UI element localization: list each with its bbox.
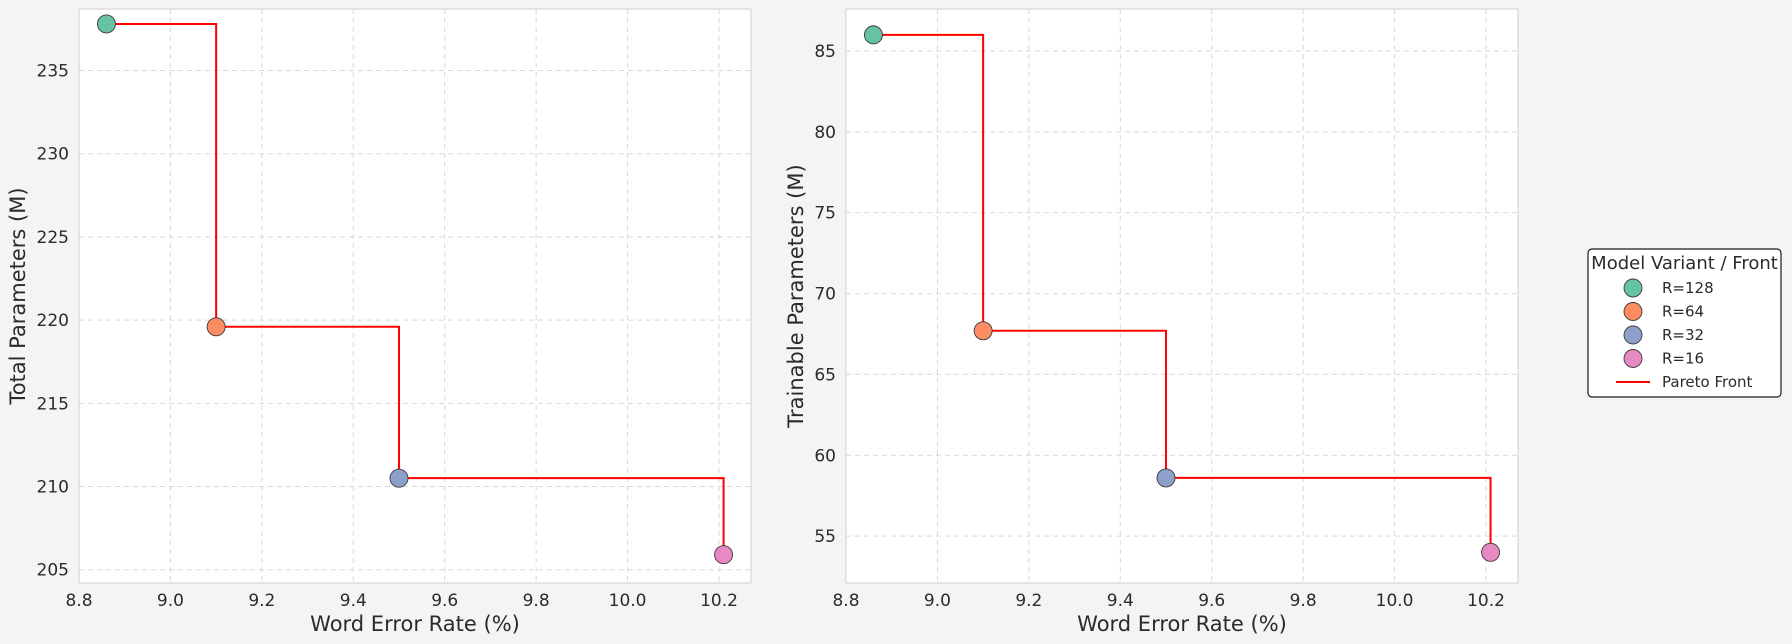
- data-point-r-128: [863, 25, 883, 45]
- y-tick-label: 210: [37, 478, 69, 498]
- legend-marker-r-32: [1623, 325, 1643, 345]
- y-tick-label: 230: [37, 145, 69, 165]
- x-tick-label: 10.0: [1376, 591, 1414, 611]
- x-tick-label: 9.8: [523, 591, 550, 611]
- legend-label: R=16: [1662, 350, 1704, 368]
- y-tick-label: 215: [37, 394, 69, 414]
- chart-total-parameters: 8.8 9.0 9.2 9.4 9.6 9.8 10.0 10.2 205 210 215 220 22…: [6, 8, 752, 636]
- data-point-r-16: [1481, 542, 1501, 562]
- y-tick-label: 235: [37, 62, 69, 82]
- x-tick-label: 9.8: [1290, 591, 1317, 611]
- plot-area: [846, 9, 1518, 583]
- x-tick-label: 9.4: [1107, 591, 1134, 611]
- y-tick-label: 80: [814, 123, 836, 143]
- legend-label: R=32: [1662, 326, 1704, 344]
- data-point-r-16: [714, 545, 734, 565]
- legend-label: R=128: [1662, 279, 1714, 297]
- y-tick-label: 220: [37, 311, 69, 331]
- plot-area: [79, 9, 751, 583]
- legend-label: Pareto Front: [1662, 373, 1753, 391]
- pareto-front-line: [873, 33, 1492, 553]
- x-tick-label: 9.0: [924, 591, 951, 611]
- data-point-r-32: [1156, 468, 1176, 488]
- legend-marker-r-16: [1623, 349, 1643, 368]
- x-tick-label: 9.2: [1015, 591, 1042, 611]
- legend-label: R=64: [1662, 303, 1704, 321]
- data-point-r-128: [96, 14, 116, 34]
- x-tick-label: 9.0: [157, 591, 184, 611]
- plot-border: [845, 8, 1519, 584]
- y-tick-label: 75: [814, 204, 836, 224]
- y-axis-label: Trainable Parameters (M): [784, 164, 808, 428]
- y-tick-label: 70: [814, 285, 836, 305]
- chart-trainable-parameters: 8.8 9.0 9.2 9.4 9.6 9.8 10.0 10.2 55 60 65 70 75 80 85…: [784, 8, 1519, 636]
- x-tick-label: 10.0: [609, 591, 647, 611]
- y-tick-label: 65: [814, 365, 836, 385]
- data-point-r-32: [389, 468, 409, 488]
- y-tick-label: 60: [814, 446, 836, 466]
- x-tick-label: 9.2: [248, 591, 275, 611]
- x-axis-label: Word Error Rate (%): [310, 612, 520, 636]
- plot-border: [78, 8, 752, 584]
- y-tick-label: 55: [814, 527, 836, 547]
- legend-marker-r-128: [1623, 278, 1643, 298]
- x-tick-label: 10.2: [700, 591, 738, 611]
- x-tick-label: 9.6: [1198, 591, 1225, 611]
- legend-marker-r-64: [1623, 302, 1643, 321]
- pareto-front-line: [106, 22, 725, 555]
- data-point-r-64: [206, 317, 226, 337]
- y-tick-label: 225: [37, 228, 69, 248]
- x-tick-label: 8.8: [832, 591, 859, 611]
- x-tick-label: 9.4: [340, 591, 367, 611]
- x-axis-label: Word Error Rate (%): [1077, 612, 1287, 636]
- y-axis-label: Total Parameters (M): [6, 187, 30, 405]
- x-tick-label: 8.8: [65, 591, 92, 611]
- x-tick-label: 9.6: [431, 591, 458, 611]
- legend-title: Model Variant / Front: [1591, 253, 1778, 274]
- y-tick-label: 85: [814, 42, 836, 62]
- legend: Model Variant / Front R=128 R=64 R=32 R=16 Pa…: [1587, 248, 1782, 398]
- x-tick-label: 10.2: [1467, 591, 1505, 611]
- data-point-r-64: [973, 321, 993, 341]
- y-tick-label: 205: [37, 561, 69, 581]
